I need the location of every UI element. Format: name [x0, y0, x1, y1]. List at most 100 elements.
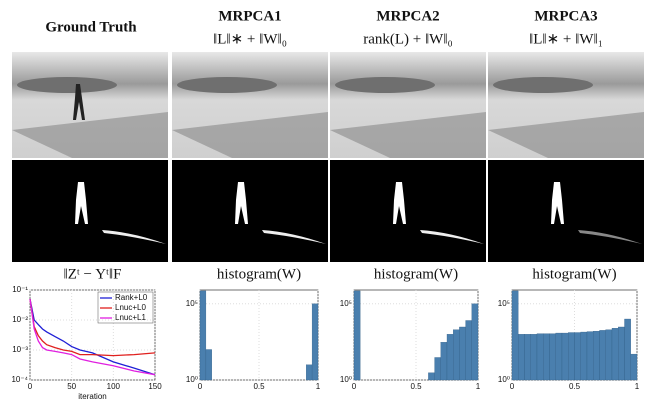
- histogram-bar: [199, 290, 207, 381]
- histogram-bar: [580, 331, 588, 381]
- y-tick-label: 10⁰: [186, 375, 198, 384]
- person-mask: [393, 182, 406, 224]
- column-formula: rank(L) + ‖W‖₀: [363, 31, 453, 47]
- fountain: [493, 77, 593, 93]
- y-tick-label: 10⁰: [340, 375, 352, 384]
- histogram-bar: [306, 364, 313, 381]
- histogram-bar: [459, 326, 466, 381]
- line-series: [29, 298, 156, 357]
- column-title: MRPCA3: [534, 8, 597, 24]
- shadow-mask: [578, 230, 642, 244]
- x-tick-label: 0: [510, 382, 515, 391]
- histogram-bar: [630, 353, 638, 381]
- histogram-bar: [434, 357, 441, 381]
- line-series: [29, 298, 156, 376]
- person-mask: [551, 182, 564, 224]
- y-tick-label: 10⁻³: [12, 345, 28, 354]
- legend-label: Rank+L0: [115, 293, 148, 302]
- histogram-bar: [555, 332, 563, 381]
- histogram-bar: [549, 333, 556, 381]
- histogram-bar: [311, 303, 319, 381]
- foreground-mask: [330, 160, 486, 262]
- histogram-bar: [465, 320, 472, 381]
- x-tick-label: 150: [148, 382, 162, 391]
- x-tick-label: 100: [107, 382, 121, 391]
- histogram-bar: [599, 330, 606, 381]
- y-tick-label: 10⁵: [186, 299, 198, 308]
- histogram-bar: [611, 328, 619, 381]
- shadow-mask: [262, 230, 326, 244]
- histogram-bar: [624, 318, 631, 381]
- column-formula: ‖L‖∗ + ‖W‖₁: [529, 31, 603, 47]
- x-tick-label: 0.5: [410, 382, 422, 391]
- chart-title: ‖Zᵗ − Yᵗ‖F: [64, 266, 122, 282]
- person-mask: [235, 182, 248, 224]
- chart-title: histogram(W): [217, 266, 301, 282]
- road-shadow: [172, 112, 328, 158]
- column-title: MRPCA2: [376, 8, 439, 24]
- histogram-bar: [353, 290, 361, 381]
- pedestrian: [73, 84, 85, 120]
- x-tick-label: 0.5: [569, 382, 581, 391]
- shadow-mask: [102, 230, 166, 244]
- histogram-bar: [428, 372, 435, 381]
- y-tick-label: 10⁰: [498, 375, 510, 384]
- header-row: Ground Truth MRPCA1 ‖L‖∗ + ‖W‖₀ MRPCA2 r…: [45, 8, 603, 47]
- chart-title: histogram(W): [374, 266, 458, 282]
- histogram-bar: [536, 333, 544, 381]
- histogram-bar: [471, 303, 479, 381]
- x-tick-label: 1: [316, 382, 321, 391]
- histogram-bar: [524, 334, 531, 381]
- column-title: MRPCA1: [218, 8, 281, 24]
- histogram-bar: [568, 332, 575, 381]
- histogram-bar: [205, 349, 212, 381]
- histogram-bar: [446, 334, 454, 381]
- histogram-bar: [586, 331, 594, 381]
- y-tick-label: 10⁻²: [12, 315, 28, 324]
- histogram-bar: [518, 334, 525, 381]
- legend-label: Lnuc+L1: [115, 313, 146, 322]
- y-tick-label: 10⁵: [498, 299, 510, 308]
- fountain: [335, 77, 435, 93]
- person-mask: [75, 182, 88, 224]
- y-tick-label: 10⁻⁴: [11, 375, 28, 384]
- legend-label: Lnuc+L0: [115, 303, 146, 312]
- histogram-bar: [618, 326, 625, 381]
- x-tick-label: 0: [28, 382, 33, 391]
- histogram-bar: [511, 290, 519, 381]
- histogram-bar: [605, 329, 613, 381]
- histogram-bar: [543, 333, 550, 381]
- histogram-bar: [530, 334, 538, 381]
- column-formula: ‖L‖∗ + ‖W‖₀: [213, 31, 287, 47]
- road-shadow: [330, 112, 486, 158]
- histogram-bar: [453, 329, 460, 381]
- x-axis-label: iteration: [78, 392, 106, 401]
- chart-title: histogram(W): [532, 266, 616, 282]
- shadow-mask: [420, 230, 484, 244]
- y-tick-label: 10⁻¹: [12, 285, 28, 294]
- road-shadow: [12, 112, 168, 158]
- foreground-mask: [172, 160, 328, 262]
- foreground-mask: [488, 160, 644, 262]
- histogram-bar: [574, 332, 581, 381]
- legend-box: [97, 291, 154, 324]
- histogram-bar: [561, 332, 569, 381]
- column-title: Ground Truth: [45, 19, 137, 35]
- x-tick-label: 50: [67, 382, 76, 391]
- fountain: [17, 77, 117, 93]
- plot-area: [29, 289, 156, 381]
- foreground-mask: [12, 160, 168, 262]
- road-shadow: [488, 112, 644, 158]
- x-tick-label: 0: [352, 382, 357, 391]
- x-tick-label: 0.5: [253, 382, 265, 391]
- image-grid: [12, 52, 644, 262]
- x-tick-label: 1: [476, 382, 481, 391]
- x-tick-label: 0: [198, 382, 203, 391]
- fountain: [177, 77, 277, 93]
- line-series: [29, 298, 156, 376]
- histogram-bar: [440, 342, 448, 381]
- x-tick-label: 1: [635, 382, 640, 391]
- y-tick-label: 10⁵: [340, 299, 352, 308]
- histogram-bar: [593, 330, 600, 381]
